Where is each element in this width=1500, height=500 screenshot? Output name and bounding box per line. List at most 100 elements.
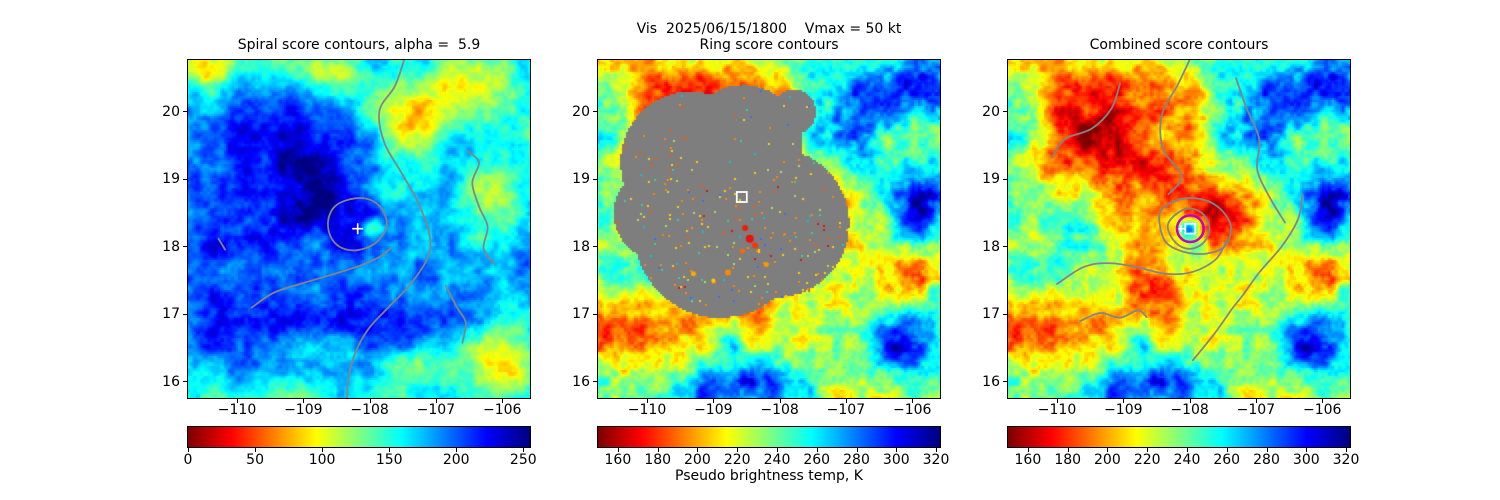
x-tick-label: −108 <box>1170 402 1209 418</box>
colorbar-tick-label: 0 <box>183 452 193 468</box>
colorbar-tick-mark <box>1266 448 1268 452</box>
y-tick-label: 19 <box>162 171 180 188</box>
colorbar-tick-label: 180 <box>644 452 672 468</box>
ring-colorbar <box>598 427 940 447</box>
y-tick-label: 16 <box>572 373 590 390</box>
y-tick-label: 20 <box>982 103 1000 120</box>
colorbar-tick-mark <box>737 448 739 452</box>
colorbar-tick-label: 240 <box>763 452 791 468</box>
y-tick-mark <box>1003 178 1007 180</box>
x-tick-mark <box>435 399 437 403</box>
y-tick-mark <box>1003 381 1007 383</box>
colorbar-tick-label: 300 <box>1292 452 1320 468</box>
colorbar-tick-mark <box>1027 448 1029 452</box>
x-tick-label: −110 <box>1037 402 1077 418</box>
x-tick-label: −108 <box>760 402 799 418</box>
colorbar-tick-label: 50 <box>246 452 265 468</box>
y-tick-mark <box>593 111 597 113</box>
colorbar-tick-label: 160 <box>1014 452 1042 468</box>
colorbar-tick-mark <box>1147 448 1149 452</box>
y-tick-label: 20 <box>162 103 180 120</box>
x-tick-label: −109 <box>694 402 733 418</box>
x-tick-mark <box>1057 399 1058 403</box>
x-tick-label: −110 <box>627 402 667 418</box>
colorbar-tick-mark <box>657 448 659 452</box>
panel-title-spiral: Spiral score contours, alpha = 5.9 <box>237 37 481 53</box>
colorbar-tick-label: 240 <box>1173 452 1201 468</box>
colorbar-tick-label: 280 <box>843 452 870 468</box>
x-tick-label: −110 <box>217 402 257 418</box>
colorbar-tick-label: 220 <box>1133 452 1161 468</box>
y-tick-mark <box>183 246 187 248</box>
x-tick-mark <box>845 399 847 403</box>
y-tick-label: 17 <box>572 306 590 323</box>
colorbar-tick-mark <box>856 448 858 452</box>
colorbar-tick-mark <box>523 448 525 452</box>
colorbar-tick-mark <box>816 448 818 452</box>
figure-info-title: Vis 2025/06/15/1800 Vmax = 50 kt <box>636 21 902 37</box>
y-tick-mark <box>593 381 597 383</box>
x-tick-label: −107 <box>1236 402 1276 418</box>
colorbar-tick-mark <box>389 448 391 452</box>
y-tick-label: 17 <box>982 306 1000 323</box>
colorbar-tick-mark <box>255 448 257 452</box>
colorbar-tick-mark <box>936 448 937 452</box>
colorbar-tick-label: 300 <box>882 452 910 468</box>
colorbar-tick-mark <box>617 448 619 452</box>
colorbar-tick-mark <box>1306 448 1308 452</box>
y-tick-mark <box>1003 111 1007 113</box>
panel-combined-score: Combined score contours −110 −109 −108 −107… <box>982 0 1359 500</box>
colorbar-tick-label: 260 <box>803 452 831 468</box>
y-tick-mark <box>1003 313 1007 315</box>
x-tick-mark <box>502 399 504 403</box>
colorbar-axis-label: Pseudo brightness temp, K <box>675 468 863 484</box>
y-tick-mark <box>1003 246 1007 248</box>
y-tick-mark <box>183 111 187 113</box>
panel-spiral-score: Spiral score contours, alpha = 5.9 −110 −… <box>162 0 536 500</box>
y-tick-label: 19 <box>982 171 1000 188</box>
y-tick-label: 16 <box>982 373 1000 390</box>
x-tick-label: −106 <box>892 402 932 418</box>
y-tick-label: 20 <box>572 103 590 120</box>
y-tick-label: 17 <box>162 306 180 323</box>
colorbar-tick-label: 150 <box>375 452 403 468</box>
colorbar-tick-label: 160 <box>604 452 632 468</box>
panel-title-combined: Combined score contours <box>1089 37 1269 53</box>
colorbar-tick-mark <box>777 448 778 452</box>
colorbar-tick-label: 250 <box>509 452 537 468</box>
ring-score-heatmap-canvas <box>598 60 940 398</box>
x-tick-label: −106 <box>482 402 522 418</box>
colorbar-tick-label: 200 <box>1094 452 1121 468</box>
x-tick-mark <box>1255 399 1257 403</box>
x-tick-label: −106 <box>1302 402 1342 418</box>
y-tick-label: 18 <box>982 238 1000 255</box>
colorbar-tick-label: 320 <box>1332 452 1360 468</box>
y-tick-mark <box>593 246 597 248</box>
colorbar-tick-mark <box>1346 448 1347 452</box>
colorbar-tick-label: 100 <box>308 452 336 468</box>
x-tick-label: −108 <box>350 402 389 418</box>
x-tick-mark <box>237 399 238 403</box>
y-tick-mark <box>593 313 597 315</box>
panel-title-ring: Ring score contours <box>699 37 839 53</box>
colorbar-tick-mark <box>1226 448 1228 452</box>
colorbar-tick-mark <box>1107 448 1109 452</box>
colorbar-tick-label: 280 <box>1253 452 1280 468</box>
colorbar-tick-mark <box>896 448 898 452</box>
x-tick-mark <box>369 399 371 403</box>
x-tick-mark <box>779 399 781 403</box>
colorbar-tick-mark <box>322 448 324 452</box>
x-tick-mark <box>1123 399 1125 403</box>
panel-ring-score: Vis 2025/06/15/1800 Vmax = 50 kt Ring sc… <box>572 0 949 500</box>
colorbar-tick-mark <box>1187 448 1188 452</box>
combined-score-heatmap-canvas <box>1008 60 1350 398</box>
x-tick-label: −109 <box>284 402 323 418</box>
y-tick-label: 18 <box>162 238 180 255</box>
y-tick-label: 18 <box>572 238 590 255</box>
x-tick-mark <box>713 399 715 403</box>
x-tick-mark <box>1322 399 1324 403</box>
x-tick-mark <box>912 399 914 403</box>
x-tick-label: −107 <box>416 402 456 418</box>
x-tick-label: −109 <box>1104 402 1143 418</box>
